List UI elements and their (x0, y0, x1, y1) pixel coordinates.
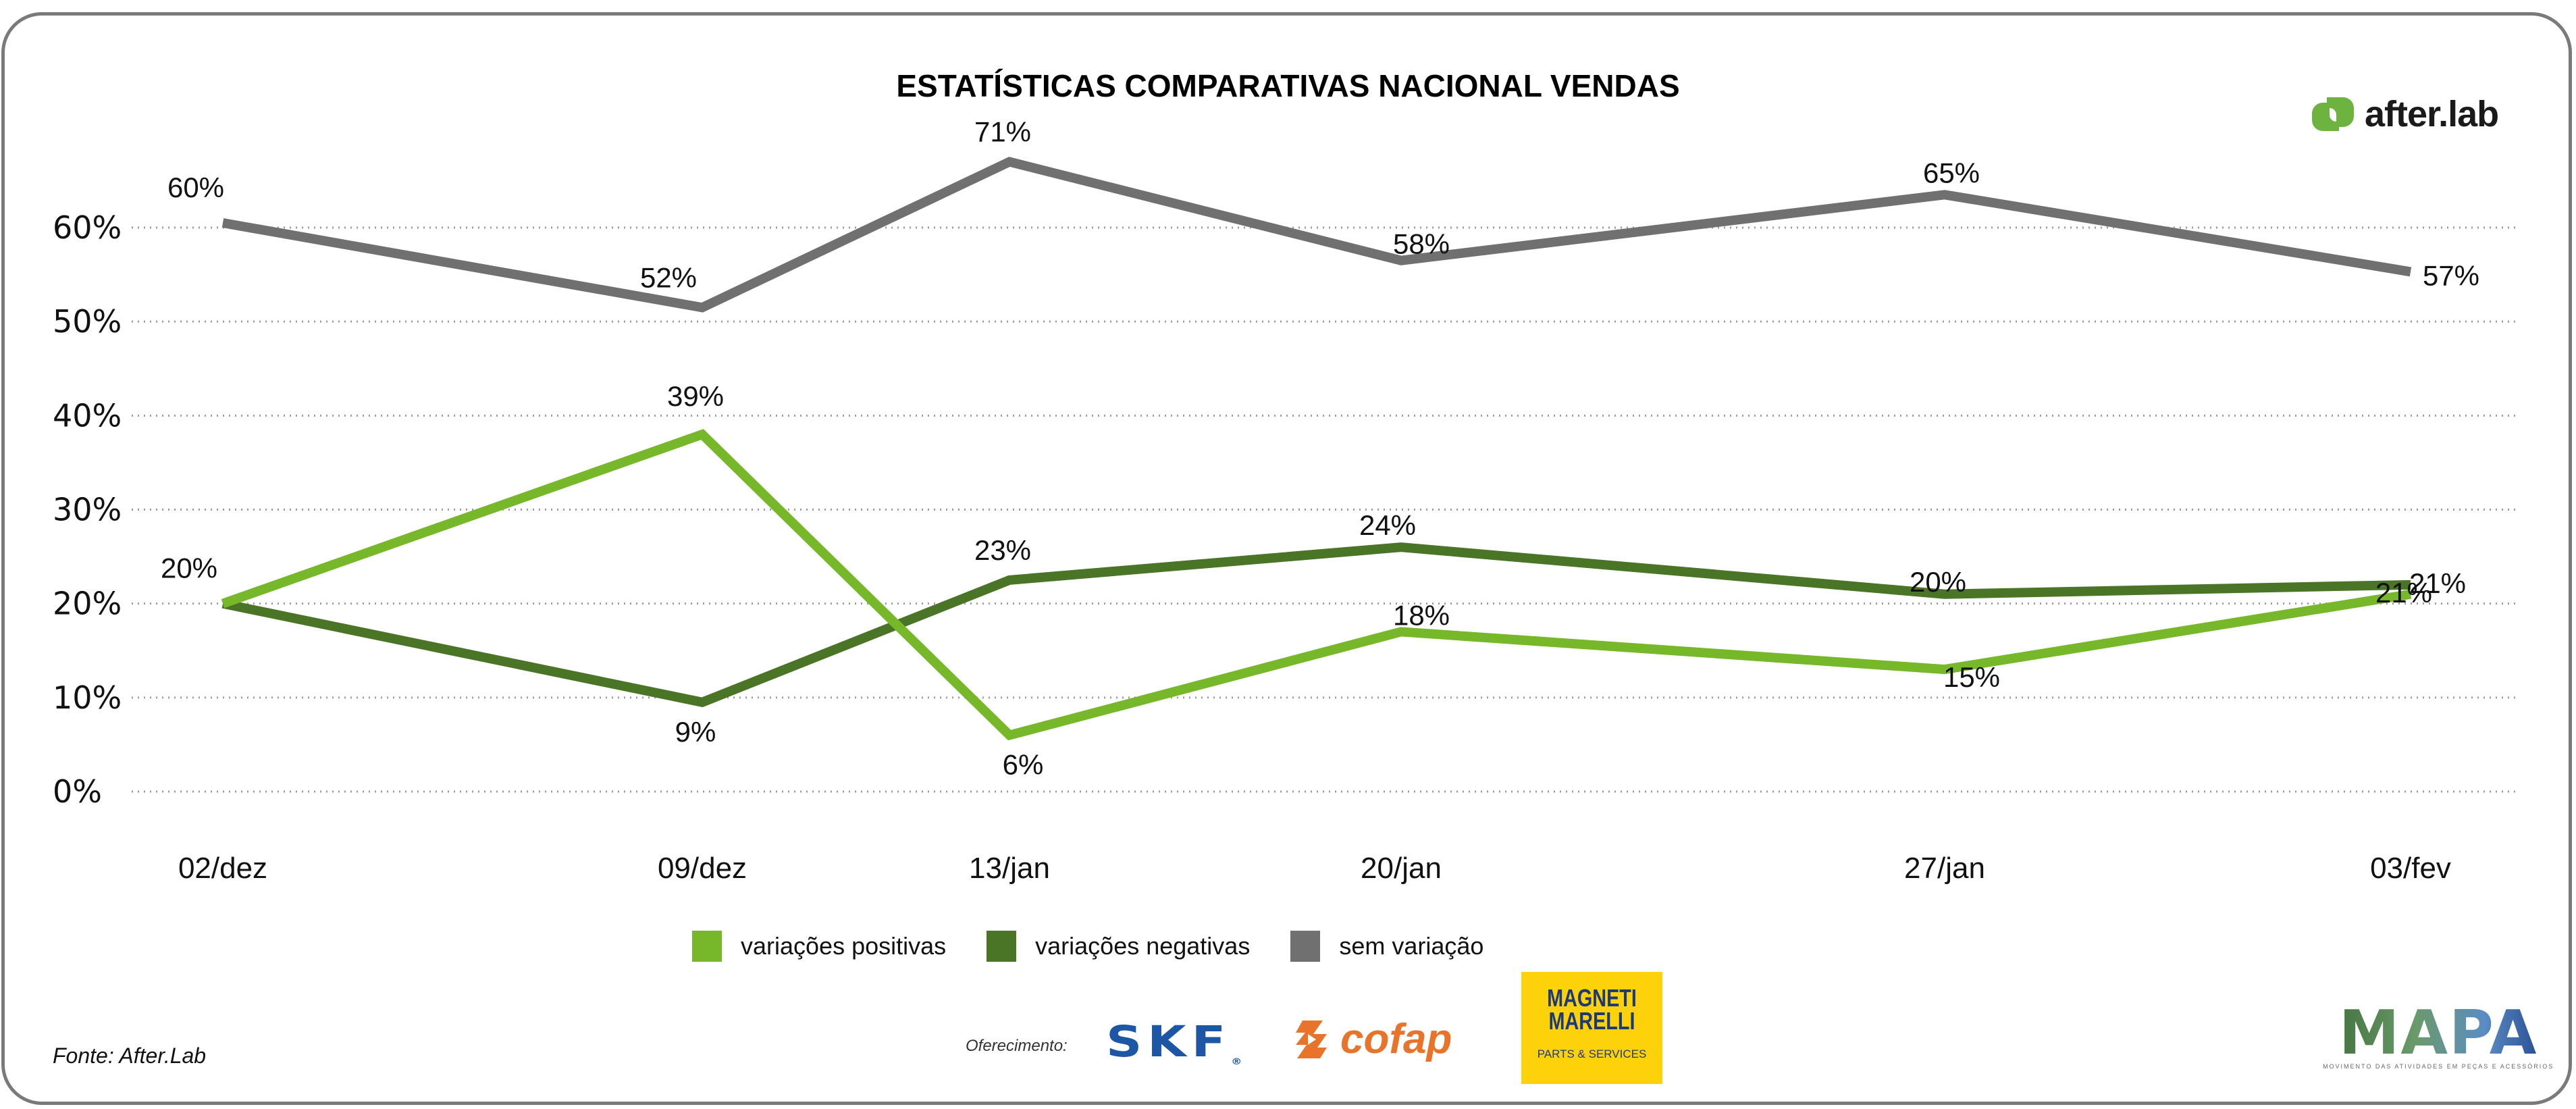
x-tick-label: 03/fev (2370, 852, 2451, 885)
skf-logo: SKF® (1106, 1017, 1242, 1066)
x-tick-label: 27/jan (1904, 852, 1985, 885)
series-lines (221, 157, 2412, 741)
y-tick-label: 50% (53, 303, 122, 340)
x-axis-ticks: 02/dez 09/dez 13/jan 20/jan 27/jan 03/fev (178, 852, 2451, 885)
marelli-line1: MAGNETI (1547, 984, 1637, 1012)
chart-title: ESTATÍSTICAS COMPARATIVAS NACIONAL VENDA… (896, 68, 1680, 103)
mapa-logo-subtitle: MOVIMENTO DAS ATIVIDADES EM PEÇAS E ACES… (2323, 1063, 2554, 1070)
x-tick-label: 02/dez (178, 852, 267, 885)
registered-mark: ® (1231, 1056, 1242, 1067)
y-tick-label: 30% (53, 492, 122, 528)
afterlab-logo-text: after.lab (2365, 94, 2499, 134)
y-tick-label: 0% (53, 773, 102, 810)
legend-swatch-no-change (1290, 931, 1321, 962)
data-label-positive: 39% (667, 380, 724, 412)
x-tick-label: 09/dez (658, 852, 747, 885)
cofap-logo: cofap (1293, 1015, 1452, 1063)
data-label-no-change: 58% (1393, 228, 1450, 260)
x-tick-label: 20/jan (1361, 852, 1442, 885)
data-label-no-change: 65% (1923, 157, 1980, 188)
cofap-logo-text: cofap (1340, 1016, 1452, 1062)
data-label-positive: 21% (2375, 577, 2432, 609)
legend-swatch-negative (987, 931, 1017, 962)
legend-label-negative: variações negativas (1035, 932, 1251, 960)
y-tick-label: 20% (53, 586, 122, 622)
legend: variações positivas variações negativas … (692, 931, 1524, 962)
legend-item-no-change: sem variação (1290, 931, 1483, 962)
mapa-logo: MAPA MOVIMENTO DAS ATIVIDADES EM PEÇAS E… (2323, 1003, 2554, 1071)
mapa-logo-title: MAPA (2323, 1003, 2554, 1064)
y-axis-ticks: 0% 10% 20% 30% 40% 50% 60% (53, 209, 122, 810)
cofap-logo-icon (1296, 1020, 1327, 1058)
sponsor-label: Oferecimento: (966, 1037, 1068, 1055)
data-labels: 20% 39% 6% 18% 15% 21% 9% 23% 24% 20% 21% 60% 52% 71%… (161, 116, 2479, 781)
series-line-no-change (221, 157, 2412, 313)
data-label-positive: 18% (1393, 599, 1450, 631)
data-label-no-change: 71% (974, 116, 1031, 148)
skf-logo-text: SKF (1106, 1017, 1232, 1067)
data-label-no-change: 60% (167, 172, 224, 203)
legend-item-positive: variações positivas (692, 931, 946, 962)
marelli-line2: MARELLI (1548, 1007, 1635, 1035)
data-label-negative: 9% (675, 716, 716, 748)
data-label-negative: 21% (2409, 567, 2466, 599)
data-label-no-change: 57% (2423, 259, 2479, 291)
y-tick-label: 60% (53, 209, 122, 246)
grid-lines (132, 226, 2515, 793)
series-line-positive (221, 429, 2412, 741)
data-label-positive: 6% (1003, 749, 1044, 781)
source-note: Fonte: After.Lab (53, 1043, 207, 1068)
data-label-positive: 20% (161, 552, 217, 584)
legend-label-no-change: sem variação (1339, 932, 1484, 960)
data-label-negative: 24% (1359, 509, 1416, 541)
data-label-no-change: 52% (640, 261, 697, 293)
afterlab-logo: after.lab (2309, 93, 2499, 135)
y-tick-label: 10% (53, 679, 122, 716)
data-label-positive: 15% (1943, 661, 2000, 693)
y-tick-label: 40% (53, 397, 122, 434)
marelli-subtitle: PARTS & SERVICES (1537, 1048, 1647, 1060)
afterlab-logo-icon (2312, 97, 2354, 131)
magneti-marelli-logo: MAGNETI MARELLI PARTS & SERVICES (1521, 972, 1662, 1084)
legend-swatch-positive (692, 931, 722, 962)
legend-label-positive: variações positivas (741, 932, 947, 960)
legend-item-negative: variações negativas (987, 931, 1250, 962)
series-line-negative (221, 542, 2411, 708)
data-label-negative: 20% (1910, 566, 1966, 598)
data-label-negative: 23% (974, 534, 1031, 566)
x-tick-label: 13/jan (969, 852, 1050, 885)
